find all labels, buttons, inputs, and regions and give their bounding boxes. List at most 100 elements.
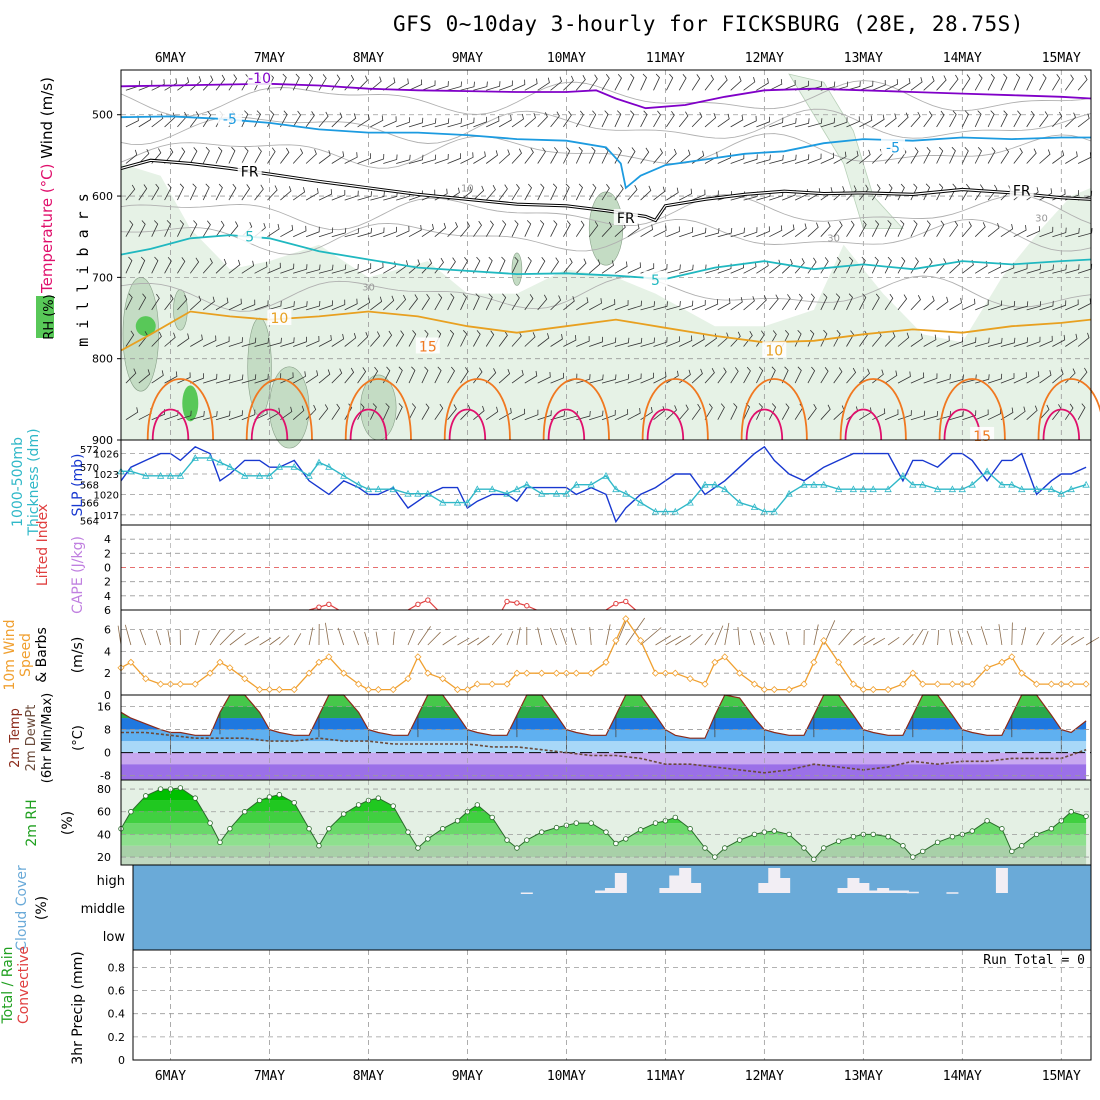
rh2m-marker (143, 793, 149, 799)
wind-barb (177, 257, 186, 274)
wind-barb (434, 81, 449, 91)
wind-barb (305, 335, 320, 347)
wind-speed-marker (325, 653, 333, 661)
rh2m-marker (405, 829, 411, 835)
wind-barb (576, 258, 587, 274)
wind-barb (730, 403, 738, 420)
wind-barb (1065, 227, 1080, 238)
day-label-bottom: 7MAY (254, 1069, 285, 1084)
high-cloud-gap (689, 883, 702, 893)
wind-barb (627, 223, 640, 238)
wind-barb (614, 73, 622, 91)
wind-barb (794, 223, 807, 238)
high-cloud-gap (669, 875, 682, 893)
wind-barb (434, 222, 447, 238)
isotherm-15-lobe (641, 378, 709, 441)
wind-barb (318, 189, 333, 201)
wind-barb (589, 410, 604, 421)
isotherm-label: 15 (973, 429, 991, 445)
wind-speed-marker (721, 653, 729, 661)
wind-barb (614, 261, 628, 274)
wind-barb (730, 153, 745, 164)
wind-barb (859, 149, 871, 164)
lifted-index-marker (504, 598, 510, 605)
wind-barb (794, 293, 803, 311)
wind-speed-marker (1047, 680, 1055, 688)
panel-border (132, 949, 1092, 1061)
thickness-marker (651, 507, 660, 515)
wind-barb (344, 113, 357, 128)
wind-barb (485, 293, 493, 311)
wind-barb (601, 374, 617, 384)
wind-barb (576, 297, 589, 311)
wind-barb (601, 221, 612, 237)
wind-barb (151, 331, 162, 347)
wind-barb (254, 373, 269, 384)
wind-barb (318, 404, 329, 420)
wind-barb (871, 293, 880, 311)
rh2m-marker (712, 854, 718, 860)
wind-barb (563, 257, 573, 274)
surface-wind-barb (665, 635, 682, 646)
wind-barb (1039, 370, 1052, 384)
wind-speed-marker (1067, 680, 1075, 688)
isotherm-label-bg (881, 138, 906, 155)
temp2m-side-label: 2m Temp 2m DewPt (6hr Min/Max) (8, 693, 55, 783)
wind-barb (305, 73, 314, 91)
wind-barb (1013, 372, 1027, 384)
rh2m-marker (425, 836, 431, 842)
wind-barb (859, 115, 873, 128)
wind-barb (151, 293, 160, 311)
wind-barb (743, 296, 755, 311)
thickness-marker (869, 485, 877, 493)
wind-barb (987, 184, 998, 201)
thickness-marker (552, 489, 561, 497)
precip-tick-label: 0.6 (108, 985, 126, 998)
wind10m-side-label-text: 10m Wind (2, 619, 18, 690)
upper-air-side-label: Temperature (°C) Wind (m/s) (38, 77, 56, 294)
wind-barb (666, 73, 674, 91)
day-label-bottom: 6MAY (155, 1069, 186, 1084)
rh2m-marker (207, 820, 213, 826)
surface-wind-barb (491, 633, 503, 646)
slp-tick-label: 1017 (94, 511, 119, 522)
thickness-marker (711, 480, 719, 488)
wind-barb (537, 294, 548, 311)
wind-barb (215, 336, 230, 347)
rh2m-marker (821, 845, 827, 851)
wind-barb (563, 110, 572, 128)
wind-barb (382, 330, 393, 347)
lifted-index-marker (425, 597, 431, 603)
thickness-marker (364, 485, 373, 493)
isotherm-label: -5 (223, 112, 237, 128)
wind-barb (537, 333, 550, 347)
wind-barb (627, 337, 643, 347)
lifted-index-marker (524, 603, 530, 609)
wind-barb (1026, 264, 1041, 274)
wind-barb (691, 112, 703, 128)
temp-band (121, 764, 1087, 780)
rh2m-side-label: 2m RH (24, 799, 40, 846)
wind-barb (820, 293, 828, 311)
wind-barb (910, 220, 918, 237)
wind-barb (511, 220, 519, 237)
thickness-marker (354, 480, 363, 488)
thickness-marker (899, 471, 907, 479)
wind-barb (923, 334, 937, 347)
wind-barb (485, 256, 493, 274)
rh2m-marker (736, 837, 743, 843)
lifted-index-marker (415, 601, 421, 608)
wind-barb (292, 148, 304, 164)
wind-barb (1039, 335, 1053, 347)
cloud-unit-label-text: (%) (34, 896, 50, 920)
surface-wind-barb (872, 637, 886, 646)
wind-speed-marker (998, 658, 1006, 666)
rh2m-marker (751, 831, 758, 838)
rh2m-marker (652, 820, 659, 826)
wind-speed-marker (473, 680, 481, 688)
surface-wind-barb (1011, 622, 1013, 646)
rh-moist-cell (588, 191, 624, 266)
wind-barb (550, 76, 562, 91)
wind-barb (241, 147, 249, 164)
wind-barb (666, 301, 681, 311)
